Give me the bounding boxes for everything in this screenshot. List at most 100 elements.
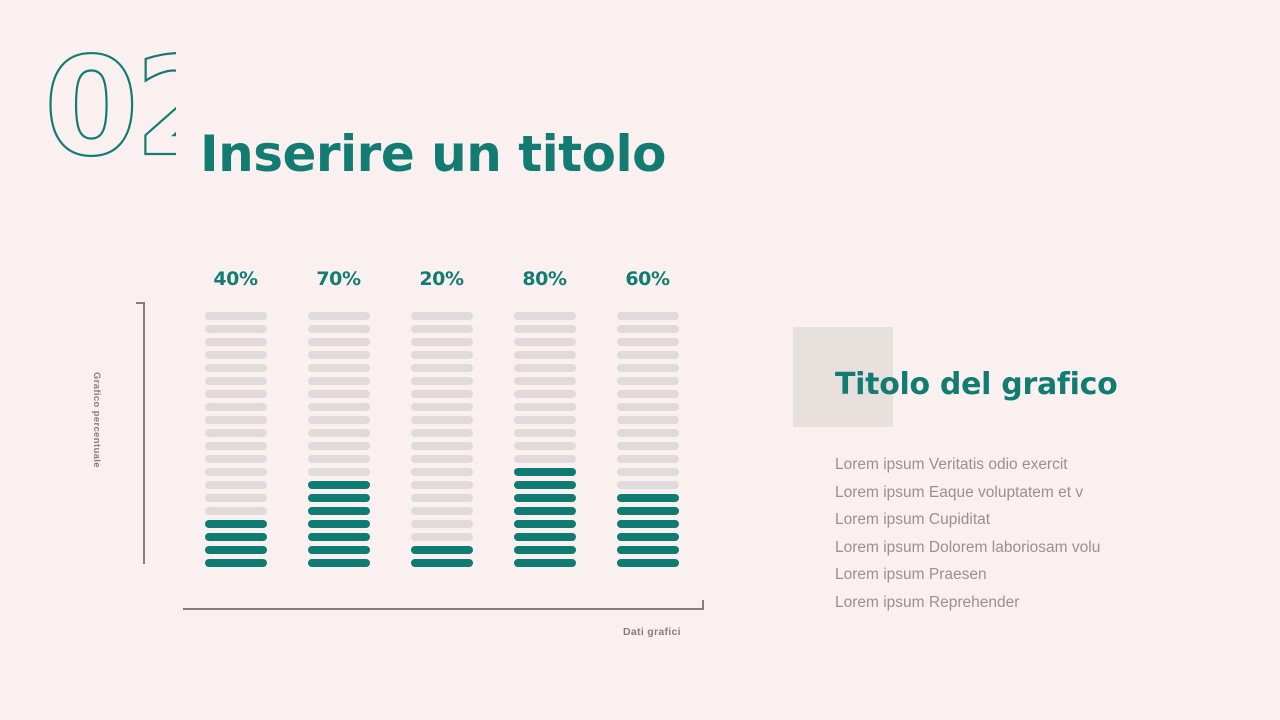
- bar-segment-empty: [513, 442, 576, 450]
- bar-segment-filled: [307, 533, 370, 541]
- bar-segment-empty: [307, 390, 370, 398]
- bar-segment-empty: [204, 403, 267, 411]
- bar-segment-empty: [513, 416, 576, 424]
- x-axis-cap: [702, 600, 704, 609]
- bar-segment-empty: [410, 364, 473, 372]
- bar-segment-empty: [410, 520, 473, 528]
- page-title: Inserire un titolo: [200, 125, 667, 183]
- bar-segment-empty: [204, 468, 267, 476]
- bar-segment-empty: [616, 377, 679, 385]
- list-item: Lorem ipsum Veritatis odio exercit: [835, 456, 1068, 473]
- column-value-label: 60%: [625, 268, 670, 290]
- column-value-label: 40%: [213, 268, 258, 290]
- bar-segment-filled: [410, 559, 473, 567]
- bar-segment-empty: [204, 507, 267, 515]
- bar-segment-empty: [513, 351, 576, 359]
- bar-segment-empty: [204, 455, 267, 463]
- bar-segment-empty: [204, 429, 267, 437]
- x-axis-label: Dati grafici: [623, 626, 681, 638]
- bar-segment-empty: [307, 351, 370, 359]
- bar-segment-empty: [513, 390, 576, 398]
- bar-segment-empty: [204, 325, 267, 333]
- bar-segment-empty: [616, 416, 679, 424]
- y-axis-cap: [136, 302, 145, 304]
- bar-segment-empty: [616, 455, 679, 463]
- bar-segment-filled: [513, 559, 576, 567]
- bar-segment-empty: [616, 325, 679, 333]
- bar-segment-empty: [307, 338, 370, 346]
- bar-segment-empty: [410, 468, 473, 476]
- bar-segment-empty: [616, 312, 679, 320]
- bar-segment-empty: [410, 507, 473, 515]
- bar-segment-filled: [616, 494, 679, 502]
- bar-segment-filled: [616, 559, 679, 567]
- bar-segment-empty: [204, 377, 267, 385]
- column-segments: [410, 312, 473, 567]
- list-item: Lorem ipsum Praesen: [835, 566, 987, 583]
- bar-segment-filled: [204, 546, 267, 554]
- bar-segment-empty: [410, 455, 473, 463]
- bar-segment-filled: [307, 520, 370, 528]
- bar-segment-filled: [307, 546, 370, 554]
- bar-segment-empty: [204, 364, 267, 372]
- list-item: Lorem ipsum Dolorem laboriosam volu: [835, 538, 1101, 556]
- bar-segment-empty: [616, 403, 679, 411]
- bar-segment-empty: [616, 481, 679, 489]
- bar-segment-empty: [204, 481, 267, 489]
- bar-segment-empty: [410, 494, 473, 502]
- bar-segment-empty: [410, 481, 473, 489]
- bar-segment-empty: [616, 390, 679, 398]
- x-axis-line: [183, 608, 704, 610]
- bar-segment-empty: [307, 455, 370, 463]
- bar-segment-empty: [307, 442, 370, 450]
- bar-segment-empty: [307, 429, 370, 437]
- chart-column: 70%: [287, 268, 390, 598]
- section-number-text: 02: [48, 46, 176, 168]
- bar-segment-filled: [513, 494, 576, 502]
- bar-segment-filled: [307, 481, 370, 489]
- percentage-chart: Grafico percentuale 40% 70% 20% 80% 60% …: [91, 268, 720, 648]
- panel-title: Titolo del grafico: [835, 367, 1118, 402]
- bar-segment-filled: [204, 520, 267, 528]
- bar-segment-filled: [513, 533, 576, 541]
- bar-segment-empty: [410, 533, 473, 541]
- panel-list: Lorem ipsum Veritatis odio exercit Lorem…: [835, 451, 1100, 616]
- bar-segment-empty: [410, 403, 473, 411]
- bar-segment-empty: [616, 351, 679, 359]
- bar-segment-empty: [204, 442, 267, 450]
- bar-segment-empty: [410, 312, 473, 320]
- list-item: Lorem ipsum Reprehender: [835, 593, 1020, 611]
- bar-segment-filled: [616, 533, 679, 541]
- bar-segment-empty: [204, 338, 267, 346]
- bar-segment-empty: [513, 364, 576, 372]
- bar-segment-empty: [410, 442, 473, 450]
- bar-segment-empty: [410, 416, 473, 424]
- bar-segment-empty: [204, 390, 267, 398]
- bar-segment-filled: [513, 546, 576, 554]
- bar-segment-empty: [616, 338, 679, 346]
- bar-segment-empty: [410, 351, 473, 359]
- bar-segment-empty: [204, 351, 267, 359]
- bar-segment-filled: [204, 559, 267, 567]
- bar-segment-empty: [513, 429, 576, 437]
- bar-segment-empty: [307, 468, 370, 476]
- bar-segment-empty: [204, 416, 267, 424]
- bar-segment-empty: [616, 468, 679, 476]
- chart-column: 60%: [596, 268, 699, 598]
- bar-segment-empty: [307, 364, 370, 372]
- bar-segment-empty: [616, 364, 679, 372]
- bar-segment-filled: [513, 468, 576, 476]
- bar-segment-filled: [410, 546, 473, 554]
- bar-segment-empty: [513, 338, 576, 346]
- column-segments: [307, 312, 370, 567]
- bar-segment-filled: [513, 520, 576, 528]
- column-segments: [616, 312, 679, 567]
- list-item: Lorem ipsum Eaque voluptatem et v: [835, 483, 1084, 501]
- bar-segment-filled: [513, 507, 576, 515]
- bar-segment-filled: [616, 520, 679, 528]
- y-axis-label: Grafico percentuale: [91, 372, 102, 468]
- bar-segment-empty: [410, 325, 473, 333]
- column-segments: [204, 312, 267, 567]
- bar-segment-empty: [307, 312, 370, 320]
- bar-segment-empty: [410, 390, 473, 398]
